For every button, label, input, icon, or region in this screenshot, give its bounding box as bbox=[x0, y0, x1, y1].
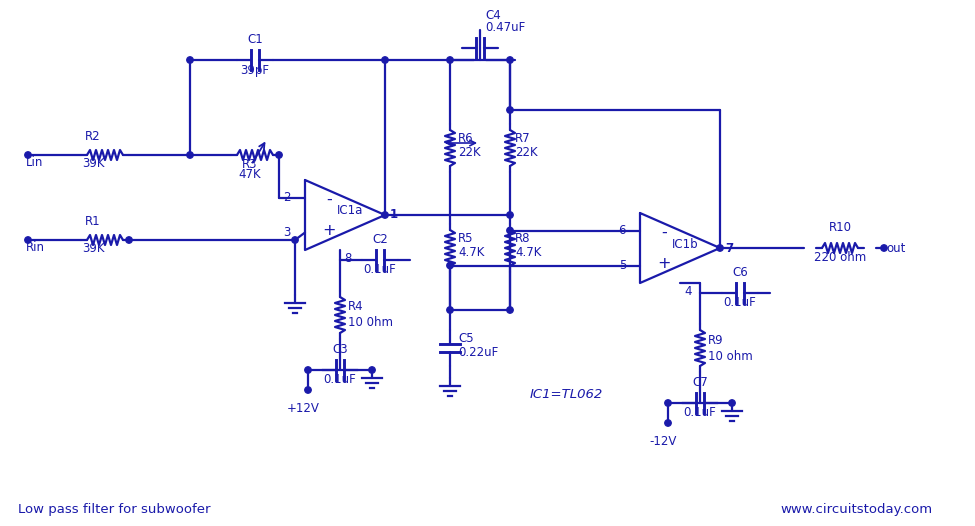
Circle shape bbox=[187, 152, 193, 158]
Text: R1: R1 bbox=[85, 215, 100, 228]
Text: www.circuitstoday.com: www.circuitstoday.com bbox=[780, 503, 932, 517]
Text: 0.1uF: 0.1uF bbox=[683, 406, 717, 419]
Circle shape bbox=[305, 367, 311, 373]
Circle shape bbox=[187, 57, 193, 63]
Circle shape bbox=[292, 237, 298, 243]
Text: -12V: -12V bbox=[649, 435, 677, 448]
Circle shape bbox=[880, 245, 887, 251]
Circle shape bbox=[728, 400, 735, 406]
Text: R5: R5 bbox=[458, 231, 474, 245]
Text: 39K: 39K bbox=[82, 242, 104, 255]
Circle shape bbox=[24, 237, 31, 243]
Text: 8: 8 bbox=[344, 252, 351, 265]
Text: R6: R6 bbox=[458, 132, 474, 145]
Text: 5: 5 bbox=[618, 259, 626, 272]
Text: R7: R7 bbox=[515, 132, 530, 145]
Text: 47K: 47K bbox=[239, 168, 261, 181]
Text: +: + bbox=[657, 256, 671, 271]
Circle shape bbox=[507, 57, 513, 63]
Text: C2: C2 bbox=[372, 233, 388, 246]
Text: C3: C3 bbox=[332, 343, 348, 356]
Circle shape bbox=[382, 212, 388, 218]
Text: C5: C5 bbox=[458, 331, 474, 345]
Circle shape bbox=[447, 57, 453, 63]
Text: IC1b: IC1b bbox=[672, 238, 698, 250]
Circle shape bbox=[717, 245, 723, 251]
Text: 10 ohm: 10 ohm bbox=[708, 349, 753, 362]
Text: 4.7K: 4.7K bbox=[515, 247, 541, 259]
Text: 6: 6 bbox=[618, 224, 626, 237]
Text: 0.1uF: 0.1uF bbox=[723, 296, 757, 309]
Circle shape bbox=[24, 152, 31, 158]
Circle shape bbox=[276, 152, 282, 158]
Text: C1: C1 bbox=[247, 33, 263, 46]
Circle shape bbox=[447, 262, 453, 269]
Circle shape bbox=[369, 367, 375, 373]
Text: Lin: Lin bbox=[26, 156, 43, 169]
Text: C4: C4 bbox=[485, 9, 501, 22]
Circle shape bbox=[507, 107, 513, 113]
Text: Low pass filter for subwoofer: Low pass filter for subwoofer bbox=[18, 503, 211, 517]
Text: 0.1uF: 0.1uF bbox=[364, 263, 397, 276]
Text: R9: R9 bbox=[708, 333, 723, 347]
Text: IC1=TL062: IC1=TL062 bbox=[530, 388, 604, 401]
Text: 39pF: 39pF bbox=[241, 64, 269, 77]
Text: 220 ohm: 220 ohm bbox=[814, 251, 866, 264]
Text: 22K: 22K bbox=[515, 147, 537, 159]
Circle shape bbox=[507, 307, 513, 313]
Circle shape bbox=[507, 212, 513, 218]
Text: R3: R3 bbox=[242, 158, 257, 171]
Text: out: out bbox=[886, 241, 906, 255]
Circle shape bbox=[382, 57, 388, 63]
Text: 4: 4 bbox=[684, 285, 691, 298]
Text: 7: 7 bbox=[725, 241, 733, 255]
Text: 0.22uF: 0.22uF bbox=[458, 347, 498, 359]
Circle shape bbox=[447, 307, 453, 313]
Circle shape bbox=[305, 387, 311, 393]
Text: 39K: 39K bbox=[82, 157, 104, 170]
Text: C6: C6 bbox=[732, 266, 748, 279]
Circle shape bbox=[665, 420, 671, 426]
Text: 0.47uF: 0.47uF bbox=[485, 21, 526, 34]
Text: R4: R4 bbox=[348, 300, 364, 313]
Text: 10 0hm: 10 0hm bbox=[348, 317, 393, 329]
Circle shape bbox=[126, 237, 133, 243]
Text: C7: C7 bbox=[692, 376, 708, 389]
Text: R10: R10 bbox=[829, 221, 851, 234]
Text: 4.7K: 4.7K bbox=[458, 247, 485, 259]
Circle shape bbox=[665, 400, 671, 406]
Text: IC1a: IC1a bbox=[336, 205, 363, 217]
Text: Rin: Rin bbox=[26, 241, 45, 254]
Text: R2: R2 bbox=[85, 130, 100, 143]
Text: 3: 3 bbox=[284, 226, 291, 239]
Text: +: + bbox=[323, 223, 335, 238]
Circle shape bbox=[507, 227, 513, 234]
Text: 2: 2 bbox=[284, 191, 291, 204]
Text: -: - bbox=[661, 225, 667, 240]
Text: R8: R8 bbox=[515, 231, 530, 245]
Text: -: - bbox=[326, 192, 332, 207]
Text: 22K: 22K bbox=[458, 147, 481, 159]
Text: +12V: +12V bbox=[287, 402, 320, 415]
Text: 0.1uF: 0.1uF bbox=[324, 373, 357, 386]
Text: 1: 1 bbox=[390, 208, 398, 221]
